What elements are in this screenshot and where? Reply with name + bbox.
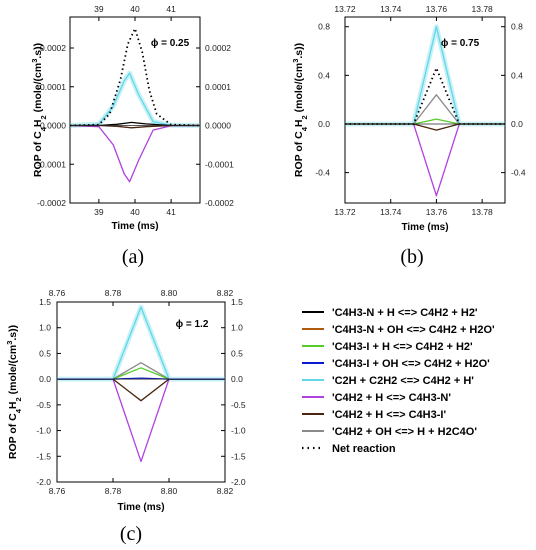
y-tick-label-right: 0.4 xyxy=(511,70,523,80)
x-tick-label-top: 8.80 xyxy=(161,288,178,298)
y-tick-label: -0.4 xyxy=(315,168,330,178)
y-tick-label-right: 0.8 xyxy=(511,22,523,32)
y-tick-label-right: -1.5 xyxy=(231,451,246,461)
y-axis-label: ROP of C4H2 (mole/(cm3.s)) xyxy=(5,325,23,459)
legend-label: 'C2H + C2H2 <=> C4H2 + H' xyxy=(332,375,474,387)
series-line-C4H2_OH xyxy=(345,94,505,125)
x-axis-label: Time (ms) xyxy=(111,221,158,232)
x-tick-label: 8.82 xyxy=(217,486,234,496)
x-tick-label: 8.80 xyxy=(161,486,178,496)
legend-label: 'C4H3-N + H <=> C4H2 + H2' xyxy=(332,307,478,319)
y-tick-label-right: -0.4 xyxy=(511,168,526,178)
x-tick-label-top: 13.76 xyxy=(426,4,448,14)
y-tick-label: -0.0001 xyxy=(37,159,66,169)
panel-letter: (a) xyxy=(122,246,144,268)
y-tick-label-right: 0.0 xyxy=(231,374,243,384)
x-tick-label-top: 13.72 xyxy=(334,4,356,14)
x-tick-label: 13.78 xyxy=(472,207,494,217)
x-tick-label-top: 40 xyxy=(130,4,140,14)
x-axis-label: Time (ms) xyxy=(401,222,448,233)
x-tick-label: 8.76 xyxy=(49,486,66,496)
y-tick-label: -2.0 xyxy=(36,477,51,487)
x-tick-label: 13.76 xyxy=(426,207,448,217)
panel-letter: (c) xyxy=(120,523,142,545)
y-tick-label: 0.0 xyxy=(318,119,330,129)
x-tick-label-top: 13.74 xyxy=(380,4,402,14)
y-tick-label: 0.4 xyxy=(318,70,330,80)
series-glow-C2H_C2H2 xyxy=(69,70,201,128)
legend-label: 'C4H2 + H <=> C4H3-I' xyxy=(332,409,446,421)
series-line-C2H_C2H2 xyxy=(69,72,201,127)
x-tick-label: 40 xyxy=(130,207,140,217)
series-line-C4H2_H_C4H3N xyxy=(345,123,505,197)
y-tick-label: 0.8 xyxy=(318,22,330,32)
x-tick-label: 13.72 xyxy=(334,207,356,217)
y-tick-label-right: 0.0 xyxy=(511,119,523,129)
phi-annotation: ϕ = 0.75 xyxy=(441,38,480,49)
y-tick-label-right: 0.0002 xyxy=(205,43,231,53)
y-tick-label: 0.0002 xyxy=(40,43,66,53)
y-tick-label: -0.0002 xyxy=(37,198,66,208)
x-tick-label: 39 xyxy=(94,207,104,217)
x-tick-label: 13.74 xyxy=(380,207,402,217)
y-tick-label-right: 0.5 xyxy=(231,348,243,358)
y-tick-label-right: -0.5 xyxy=(231,400,246,410)
plot-frame xyxy=(344,16,506,204)
y-tick-label-right: 1.5 xyxy=(231,297,243,307)
phi-annotation: ϕ = 1.2 xyxy=(176,319,209,330)
x-tick-label-top: 13.78 xyxy=(472,4,494,14)
x-tick-label-top: 8.78 xyxy=(105,288,122,298)
legend-label: 'C4H3-I + OH <=> C4H2 + H2O' xyxy=(332,358,490,370)
y-tick-label-right: 0.0001 xyxy=(205,82,231,92)
y-axis-label: ROP of C4H2 (mole/(cm3.s)) xyxy=(291,43,309,177)
y-tick-label: 0.0 xyxy=(39,374,51,384)
y-tick-label: -1.5 xyxy=(36,451,51,461)
x-tick-label-top: 39 xyxy=(94,4,104,14)
panel-c: 8.768.768.788.788.808.808.828.821.5 1.51.… xyxy=(5,288,246,545)
legend: 'C4H3-N + H <=> C4H2 + H2' 'C4H3-N + OH <… xyxy=(302,307,495,455)
x-tick-label: 8.78 xyxy=(105,486,122,496)
y-axis-label: ROP of C4H2 (mole/(cm3.s)) xyxy=(30,43,48,177)
series-line-C4H2_H_C4H3N xyxy=(57,378,225,463)
y-tick-label: 1.5 xyxy=(39,297,51,307)
x-tick-label-top: 8.82 xyxy=(217,288,234,298)
y-tick-label-right: -1.0 xyxy=(231,426,246,436)
x-tick-label-top: 8.76 xyxy=(49,288,66,298)
panel-letter: (b) xyxy=(400,246,423,268)
series-line-C4H2_H_C4H3I xyxy=(57,378,225,402)
y-tick-label: 0.0000 xyxy=(40,121,66,131)
phi-annotation: ϕ = 0.25 xyxy=(151,38,190,49)
y-tick-label: 1.0 xyxy=(39,323,51,333)
panel-b: 13.72 13.72 13.74 13.74 13.76 13.76 13.78 13.78… xyxy=(291,4,526,268)
y-tick-label-right: 0.0000 xyxy=(205,121,231,131)
legend-label: 'C4H2 + H <=> C4H3-N' xyxy=(332,392,451,404)
y-tick-label: 0.0001 xyxy=(40,82,66,92)
y-tick-label: 0.5 xyxy=(39,348,51,358)
y-tick-label-right: -0.0001 xyxy=(205,159,234,169)
series-line-C4H2_H_C4H3N xyxy=(69,124,201,183)
legend-label: 'C4H2 + OH <=> H + H2C4O' xyxy=(332,426,477,438)
legend-label: 'C4H3-N + OH <=> C4H2 + H2O' xyxy=(332,324,495,336)
y-tick-label-right: -0.0002 xyxy=(205,198,234,208)
y-tick-label-right: -2.0 xyxy=(231,477,246,487)
y-tick-label-right: 1.0 xyxy=(231,323,243,333)
legend-label: Net reaction xyxy=(332,443,396,455)
x-tick-label: 41 xyxy=(166,207,176,217)
x-tick-label-top: 41 xyxy=(166,4,176,14)
x-axis-label: Time (ms) xyxy=(117,502,164,513)
plot-frame xyxy=(56,301,226,483)
y-tick-label: -1.0 xyxy=(36,426,51,436)
panel-a: 39 39 40 40 41 41 0.0002 0.0002 0.0001 0.0001 0.00… xyxy=(30,4,235,268)
legend-label: 'C4H3-I + H <=> C4H2 + H2' xyxy=(332,341,473,353)
y-tick-label: -0.5 xyxy=(36,400,51,410)
